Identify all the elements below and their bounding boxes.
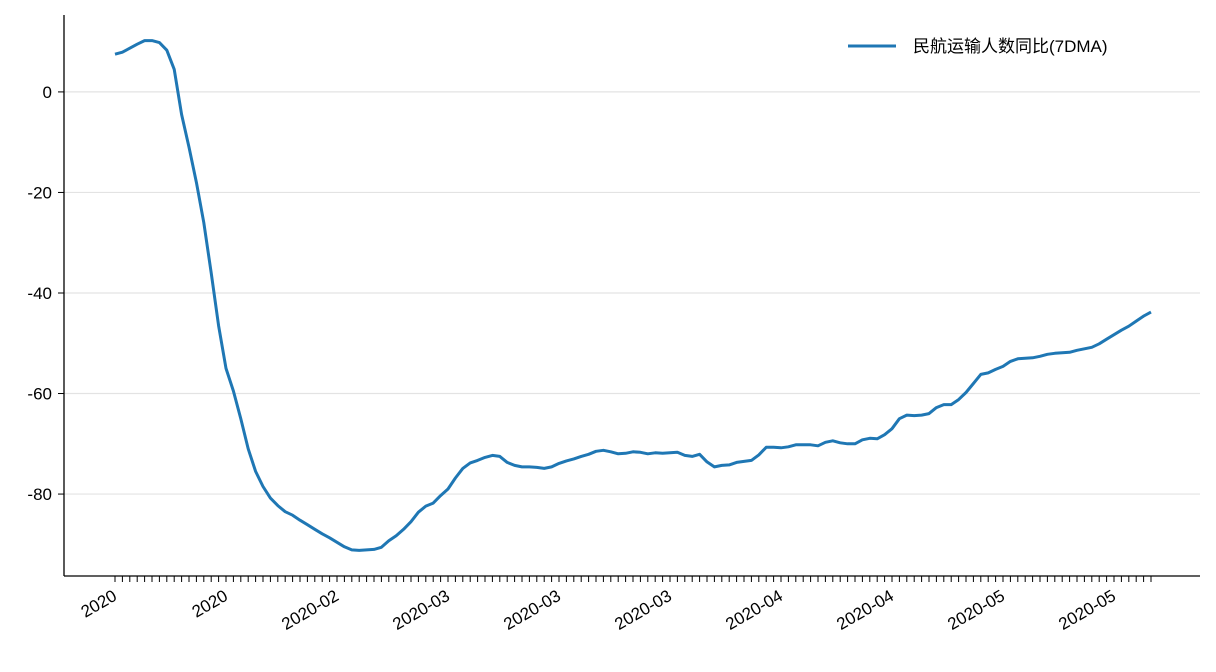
y-tick-label: 0 xyxy=(43,83,52,102)
x-tick-label: 2020-03 xyxy=(500,586,564,634)
x-tick-label: 2020-02 xyxy=(278,586,342,634)
line-series xyxy=(114,39,1152,552)
x-tick-label: 2020 xyxy=(78,586,120,621)
x-tick-label: 2020-05 xyxy=(1055,586,1119,634)
legend-label: 民航运输人数同比(7DMA) xyxy=(913,37,1108,56)
x-tick-label: 2020-04 xyxy=(833,586,897,634)
y-tick-label: -40 xyxy=(27,284,52,303)
y-tick-label: -80 xyxy=(27,485,52,504)
y-tick-label: -60 xyxy=(27,385,52,404)
x-tick-label: 2020-03 xyxy=(389,586,453,634)
x-tick-label: 2020-05 xyxy=(944,586,1008,634)
x-tick-label: 2020-03 xyxy=(611,586,675,634)
x-tick-label: 2020-04 xyxy=(722,586,786,634)
x-tick-label: 2020 xyxy=(189,586,231,621)
y-tick-label: -20 xyxy=(27,183,52,202)
